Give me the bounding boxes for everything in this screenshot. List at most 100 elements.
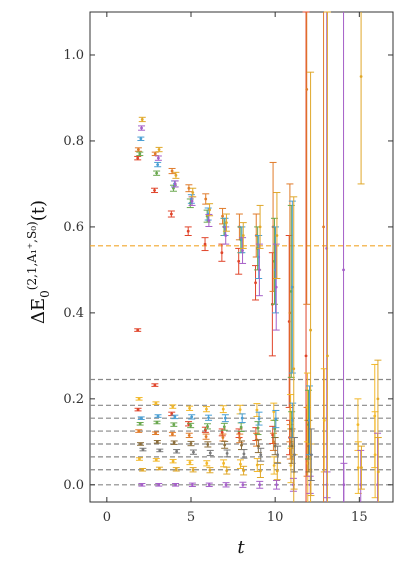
- data-point: [220, 422, 228, 431]
- data-point: [134, 328, 142, 332]
- data-point: [155, 146, 163, 153]
- data-point: [139, 447, 147, 452]
- data-point: [201, 237, 209, 252]
- data-point: [156, 448, 164, 453]
- y-tick-label: 0.0: [63, 478, 84, 493]
- data-point: [186, 459, 194, 466]
- data-point: [255, 243, 263, 297]
- y-axis-label-suffix: (t): [28, 200, 49, 221]
- y-tick-label: 0.4: [63, 306, 84, 321]
- data-point: [290, 437, 298, 473]
- data-point: [152, 431, 160, 436]
- y-tick-label: 1.0: [63, 48, 84, 63]
- data-point: [202, 406, 210, 413]
- series: [137, 419, 313, 473]
- data-point: [152, 401, 160, 405]
- series: [136, 151, 295, 378]
- data-point: [257, 447, 265, 462]
- data-point: [256, 204, 264, 249]
- y-tick-label: 0.6: [63, 220, 84, 235]
- x-axis-label: t: [237, 537, 245, 558]
- x-tick-label: 15: [351, 510, 368, 525]
- data-point: [169, 184, 177, 192]
- data-point: [137, 136, 145, 142]
- data-point: [357, 445, 365, 490]
- data-point: [185, 184, 193, 193]
- data-point: [154, 155, 162, 161]
- data-point: [239, 481, 247, 488]
- data-point: [219, 405, 227, 414]
- data-point: [272, 409, 280, 429]
- data-point: [205, 213, 213, 227]
- data-point: [173, 449, 181, 454]
- data-point: [206, 449, 214, 457]
- data-point: [172, 483, 180, 487]
- data-point: [273, 192, 281, 279]
- y-axis-label: ΔE0(2,1,A₁⁺,S₀)(t): [25, 200, 52, 324]
- data-point: [138, 125, 146, 131]
- data-point: [340, 462, 348, 502]
- data-point: [221, 440, 229, 449]
- data-point: [168, 167, 176, 175]
- data-point: [238, 413, 246, 423]
- data-point: [205, 414, 213, 421]
- data-point: [153, 170, 161, 176]
- series: [139, 428, 315, 482]
- data-point: [222, 482, 230, 488]
- data-point: [240, 449, 248, 459]
- x-tick-label: 0: [103, 510, 111, 525]
- y-axis-label-superscript: (2,1,A₁⁺,S₀): [25, 221, 39, 290]
- data-point: [272, 243, 280, 331]
- data-point: [187, 440, 195, 447]
- data-point: [252, 265, 260, 301]
- data-point: [222, 213, 230, 232]
- data-point: [189, 449, 197, 455]
- data-point: [138, 483, 146, 487]
- data-point: [357, 12, 365, 185]
- data-point: [240, 465, 248, 476]
- data-point: [220, 459, 228, 468]
- data-point: [151, 187, 159, 194]
- data-point: [135, 397, 143, 401]
- data-point: [307, 428, 315, 482]
- data-point: [219, 207, 227, 225]
- data-point: [189, 187, 197, 198]
- data-point: [134, 407, 142, 412]
- data-point: [270, 456, 278, 475]
- series: [137, 136, 296, 374]
- data-point: [285, 235, 293, 408]
- data-point: [204, 441, 212, 448]
- data-point: [151, 151, 159, 157]
- data-point: [239, 222, 247, 249]
- data-point: [138, 116, 146, 123]
- data-point: [172, 171, 180, 179]
- data-point: [135, 457, 143, 461]
- data-point: [256, 464, 264, 478]
- data-point: [256, 480, 264, 489]
- data-point: [169, 404, 177, 409]
- data-point: [155, 483, 163, 487]
- data-point: [254, 421, 262, 436]
- data-point: [189, 467, 197, 473]
- series: [139, 437, 382, 502]
- data-point: [185, 432, 193, 439]
- data-point: [374, 437, 382, 502]
- data-point: [187, 422, 195, 429]
- data-point: [136, 151, 144, 157]
- data-series: [134, 11, 382, 502]
- y-tick-label: 0.2: [63, 392, 84, 407]
- data-point: [153, 440, 161, 444]
- data-point: [137, 442, 144, 446]
- axis-ticks: 0 5 10 15 0.0 0.2 0.4 0.6 0.8 1.0: [63, 12, 393, 525]
- data-point: [135, 429, 143, 433]
- data-point: [222, 226, 230, 245]
- data-point: [153, 420, 161, 425]
- data-point: [274, 445, 282, 464]
- x-tick-label: 5: [187, 510, 195, 525]
- data-point: [167, 210, 175, 218]
- data-point: [202, 193, 210, 205]
- data-point: [170, 422, 178, 427]
- data-point: [170, 440, 178, 445]
- data-point: [239, 237, 247, 264]
- series: [134, 12, 325, 502]
